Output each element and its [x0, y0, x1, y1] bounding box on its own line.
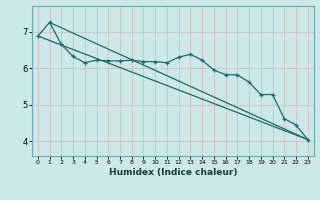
X-axis label: Humidex (Indice chaleur): Humidex (Indice chaleur) — [108, 168, 237, 177]
